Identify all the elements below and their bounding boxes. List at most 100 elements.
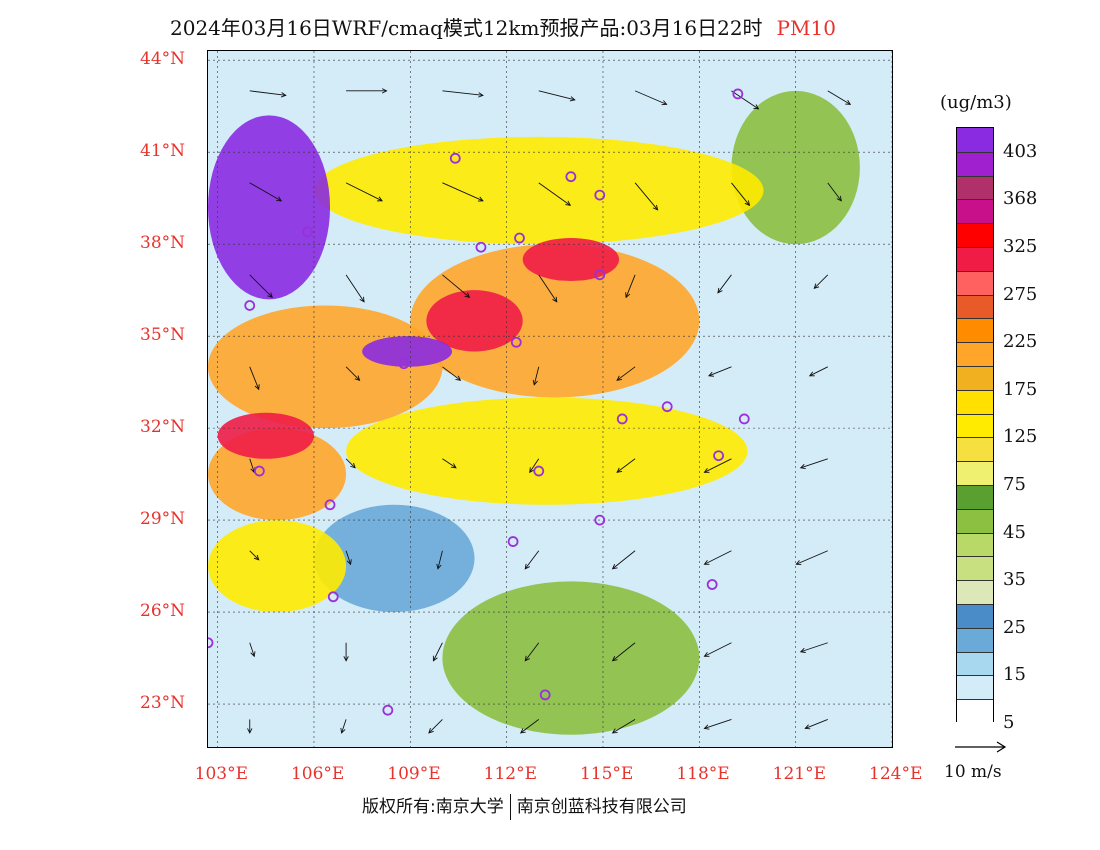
wind-vector: [345, 550, 352, 565]
colorbar-label: 175: [1003, 378, 1038, 400]
title-text: 2024年03月16日WRF/cmaq模式12km预报产品:03月16日22时: [170, 16, 763, 40]
pm10-map: [208, 51, 892, 747]
colorbar-segment: [957, 318, 993, 343]
longitude-label: 109°E: [387, 764, 441, 784]
copyright-left: 版权所有:南京大学: [362, 797, 504, 817]
wind-vector: [433, 642, 443, 661]
wind-vector: [616, 366, 636, 381]
wind-vector: [704, 718, 732, 729]
wind-vector: [634, 90, 667, 105]
wind-vector-head: [377, 196, 383, 202]
colorbar-segment: [957, 246, 993, 271]
wind-vector-head: [611, 656, 618, 662]
wind-vector: [249, 182, 282, 202]
wind-vector-head: [808, 371, 815, 377]
station-marker: [302, 226, 313, 238]
wind-vector-head: [569, 96, 576, 102]
wind-vector: [533, 366, 540, 385]
colorbar-segment: [957, 175, 993, 200]
wind-vector-head: [450, 463, 457, 469]
pollution-region-very-high: [362, 336, 453, 367]
colorbar-segment: [957, 603, 993, 628]
station-marker: [510, 336, 522, 348]
wind-vector: [529, 458, 540, 473]
copyright-right: 南京创蓝科技有限公司: [516, 797, 687, 817]
wind-vector-head: [524, 655, 530, 662]
station-marker: [327, 591, 339, 603]
station-marker: [565, 171, 577, 183]
wind-vector: [249, 458, 255, 473]
wind-vector-head: [247, 728, 253, 734]
station-marker: [706, 579, 718, 590]
wind-vector: [345, 274, 365, 303]
station-marker: [539, 689, 551, 701]
pollution-region-high: [522, 238, 620, 281]
colorbar-segment: [957, 699, 993, 723]
wind-vector: [249, 366, 260, 390]
station-marker: [616, 413, 628, 425]
colorbar-label: 125: [1003, 426, 1038, 448]
wind-vector-head: [703, 559, 710, 565]
wind-vector-head: [611, 564, 618, 570]
latitude-label: 35°N: [140, 325, 186, 346]
wind-vector: [809, 366, 828, 377]
longitude-label: 106°E: [290, 764, 345, 784]
latitude-label: 29°N: [140, 509, 186, 530]
wind-vector: [616, 458, 636, 473]
colorbar-label: 15: [1003, 664, 1026, 686]
wind-vector-head: [804, 724, 811, 730]
pollution-region-moderate: [313, 136, 764, 245]
colorbar-segment: [957, 675, 993, 700]
wind-vector: [345, 366, 360, 381]
wind-vector-head: [813, 283, 820, 290]
wind-vector: [345, 182, 383, 202]
colorbar-label: 325: [1003, 236, 1038, 257]
station-marker: [594, 189, 606, 201]
wind-vector-head: [661, 100, 668, 106]
colorbar-label: 275: [1003, 283, 1038, 305]
pollution-region-very-high: [208, 115, 331, 300]
wind-vector-head: [611, 728, 618, 734]
wind-vector-head: [346, 559, 352, 566]
wind-vector-head: [455, 375, 462, 381]
wind-vector: [538, 90, 575, 101]
colorbar-segment: [957, 437, 993, 462]
colorbar-label: 25: [1003, 616, 1026, 638]
wind-vector: [731, 90, 759, 110]
longitude-label: 121°E: [772, 764, 827, 784]
colorbar-segment: [957, 294, 993, 319]
colorbar-segment: [957, 508, 993, 533]
wind-vector: [612, 642, 636, 662]
pollutant-label: PM10: [776, 16, 836, 40]
wind-vector: [634, 182, 658, 211]
wind-vector: [704, 458, 732, 473]
wind-vector-head: [652, 204, 659, 211]
wind-vector-head: [477, 196, 484, 202]
colorbar-label: 368: [1003, 188, 1038, 210]
colorbar-segment: [957, 128, 993, 152]
wind-vector-head: [432, 655, 438, 662]
wind-vector-head: [478, 92, 484, 98]
map-title: 2024年03月16日WRF/cmaq模式12km预报产品:03月16日22时 P…: [170, 12, 836, 41]
wind-vector-head: [359, 296, 365, 303]
wind-vector-head: [845, 99, 852, 105]
wind-reference-label: 10 m/s: [944, 762, 1002, 782]
longitude-label: 118°E: [676, 764, 730, 784]
wind-reference-arrow-icon: [955, 741, 1007, 753]
wind-vector: [813, 274, 829, 289]
wind-vector: [717, 274, 732, 294]
colorbar-segment: [957, 580, 993, 604]
colorbar-segment: [957, 270, 993, 295]
wind-vector-head: [267, 292, 273, 299]
colorbar-label: 225: [1003, 331, 1038, 353]
wind-vector-head: [354, 375, 361, 382]
wind-vector-head: [350, 462, 356, 469]
station-marker: [713, 450, 724, 462]
longitude-label: 124°E: [869, 764, 923, 784]
colorbar-segment: [957, 151, 993, 176]
wind-vector: [800, 642, 828, 653]
latitude-label: 32°N: [140, 417, 186, 438]
wind-vector: [805, 718, 828, 729]
wind-vector: [442, 366, 461, 381]
longitude-label: 103°E: [194, 764, 248, 784]
